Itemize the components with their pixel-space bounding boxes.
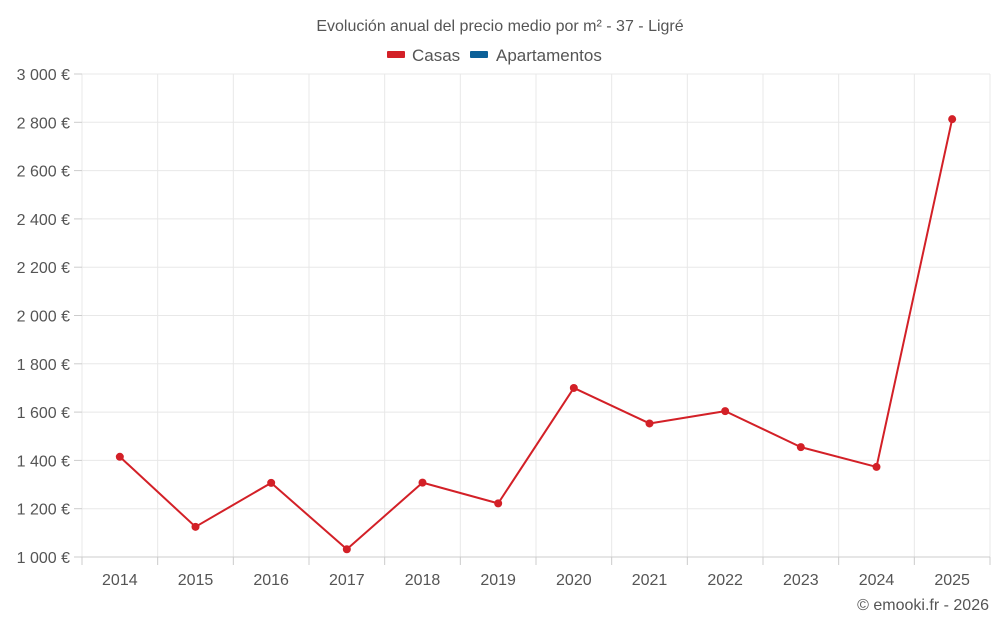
- y-tick-label: 3 000 €: [17, 67, 70, 84]
- x-tick-label: 2024: [859, 572, 895, 589]
- x-tick-label: 2016: [253, 572, 289, 589]
- data-point-2024[interactable]: [872, 462, 881, 471]
- credit-text: © emooki.fr - 2026: [857, 597, 989, 614]
- data-point-2019[interactable]: [494, 499, 503, 508]
- legend-swatch-apartamentos: [470, 51, 488, 58]
- data-point-2015[interactable]: [191, 522, 200, 531]
- legend-item-apartamentos[interactable]: Apartamentos: [470, 46, 602, 65]
- x-tick-label: 2017: [329, 572, 365, 589]
- series-line-casas: [119, 118, 954, 551]
- data-point-2025[interactable]: [948, 115, 957, 124]
- x-tick-label: 2022: [707, 572, 743, 589]
- y-tick-label: 2 600 €: [17, 164, 70, 181]
- data-point-2020[interactable]: [569, 383, 578, 392]
- y-tick-label: 2 800 €: [17, 115, 70, 132]
- data-point-2018[interactable]: [418, 478, 427, 487]
- x-tick-label: 2021: [632, 572, 668, 589]
- data-point-2021[interactable]: [645, 419, 654, 428]
- y-tick-label: 2 400 €: [17, 212, 70, 229]
- y-tick-label: 2 000 €: [17, 309, 70, 326]
- y-tick-label: 1 400 €: [17, 453, 70, 470]
- legend-label-casas: Casas: [412, 46, 460, 65]
- legend-item-casas[interactable]: Casas: [387, 46, 460, 65]
- data-point-2017[interactable]: [342, 545, 351, 554]
- y-tick-label: 2 200 €: [17, 260, 70, 277]
- x-tick-label: 2020: [556, 572, 592, 589]
- x-tick-label: 2018: [405, 572, 441, 589]
- y-tick-label: 1 000 €: [17, 550, 70, 567]
- series-casas: [115, 115, 957, 554]
- y-tick-label: 1 800 €: [17, 357, 70, 374]
- legend: Casas Apartamentos: [387, 46, 602, 65]
- data-point-2023[interactable]: [796, 443, 805, 452]
- y-tick-label: 1 200 €: [17, 502, 70, 519]
- x-tick-label: 2014: [102, 572, 138, 589]
- x-tick-label: 2019: [480, 572, 516, 589]
- legend-label-apartamentos: Apartamentos: [496, 46, 602, 65]
- x-tick-label: 2015: [178, 572, 214, 589]
- data-point-2016[interactable]: [267, 478, 276, 487]
- data-point-2014[interactable]: [115, 452, 124, 461]
- data-point-2022[interactable]: [721, 407, 730, 416]
- y-tick-label: 1 600 €: [17, 405, 70, 422]
- x-axis: 2014 2015 2016 2017 2018 2019 2020 2021 2022 2023…: [81, 556, 991, 589]
- x-tick-label: 2025: [934, 572, 970, 589]
- x-tick-label: 2023: [783, 572, 819, 589]
- chart-title: Evolución anual del precio medio por m² …: [316, 18, 683, 35]
- y-axis: 1 000 € 1 200 € 1 400 € 1 600 € 1 800 € 2 000…: [17, 67, 82, 567]
- legend-swatch-casas: [387, 51, 405, 58]
